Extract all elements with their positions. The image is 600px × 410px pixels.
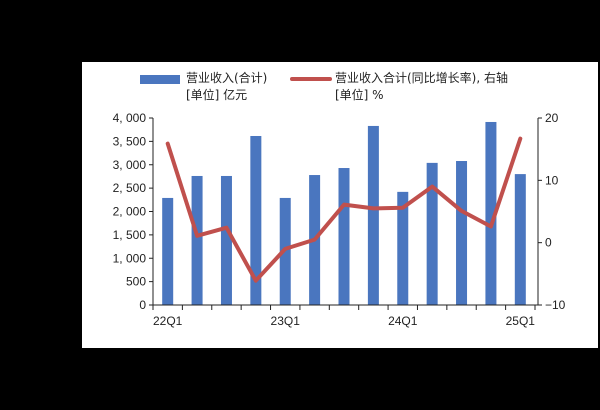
y-left-tick-label: 2, 500 (113, 181, 147, 195)
bar-23Q3 (338, 168, 350, 305)
legend-line-label: 营业收入合计(同比增长率), 右轴 [单位] % (335, 70, 508, 104)
bar-series (162, 121, 526, 305)
legend-bar-swatch (140, 75, 180, 84)
y-left-tick-label: 1, 000 (113, 251, 147, 265)
legend-bar-label: 营业收入(合计) [单位] 亿元 (186, 70, 267, 104)
x-tick-label: 24Q1 (388, 314, 418, 328)
y-right-tick-label: 10 (545, 173, 559, 187)
y-left-tick-label: 1, 500 (113, 228, 147, 242)
axes: 0 500 1, 000 1, 500 2, 000 2, 500 3, 000 3, 500… (113, 111, 566, 328)
bar-24Q1 (397, 191, 409, 305)
y-left-tick-label: 500 (126, 275, 146, 289)
x-tick-label: 23Q1 (271, 314, 301, 328)
y-right-tick-label: −10 (545, 298, 566, 312)
legend-line-label-line2: [单位] % (335, 88, 384, 102)
y-left-tick-label: 3, 500 (113, 134, 147, 148)
bar-22Q4 (250, 135, 262, 305)
y-left-tick-label: 2, 000 (113, 205, 147, 219)
bar-24Q2 (426, 162, 438, 305)
x-tick-label: 22Q1 (153, 314, 183, 328)
y-right-tick-label: 0 (545, 236, 552, 250)
legend-line-swatch (290, 77, 332, 81)
y-left-tick-label: 3, 000 (113, 158, 147, 172)
bar-24Q4 (485, 121, 497, 305)
bar-22Q2 (191, 175, 203, 305)
x-tick-label: 25Q1 (506, 314, 536, 328)
y-left-tick-label: 0 (139, 298, 146, 312)
y-right-tick-label: 20 (545, 111, 559, 125)
legend-line-label-line1: 营业收入合计(同比增长率), 右轴 (335, 71, 508, 85)
bar-25Q1 (514, 174, 526, 305)
legend-bar-label-line1: 营业收入(合计) (186, 71, 268, 85)
bar-22Q3 (220, 175, 232, 305)
line-series (165, 136, 523, 283)
bar-24Q3 (456, 161, 468, 305)
bar-23Q4 (367, 125, 379, 305)
bar-22Q1 (162, 197, 174, 305)
legend-bar-label-line2: [单位] 亿元 (186, 88, 248, 102)
y-left-tick-label: 4, 000 (113, 111, 147, 125)
